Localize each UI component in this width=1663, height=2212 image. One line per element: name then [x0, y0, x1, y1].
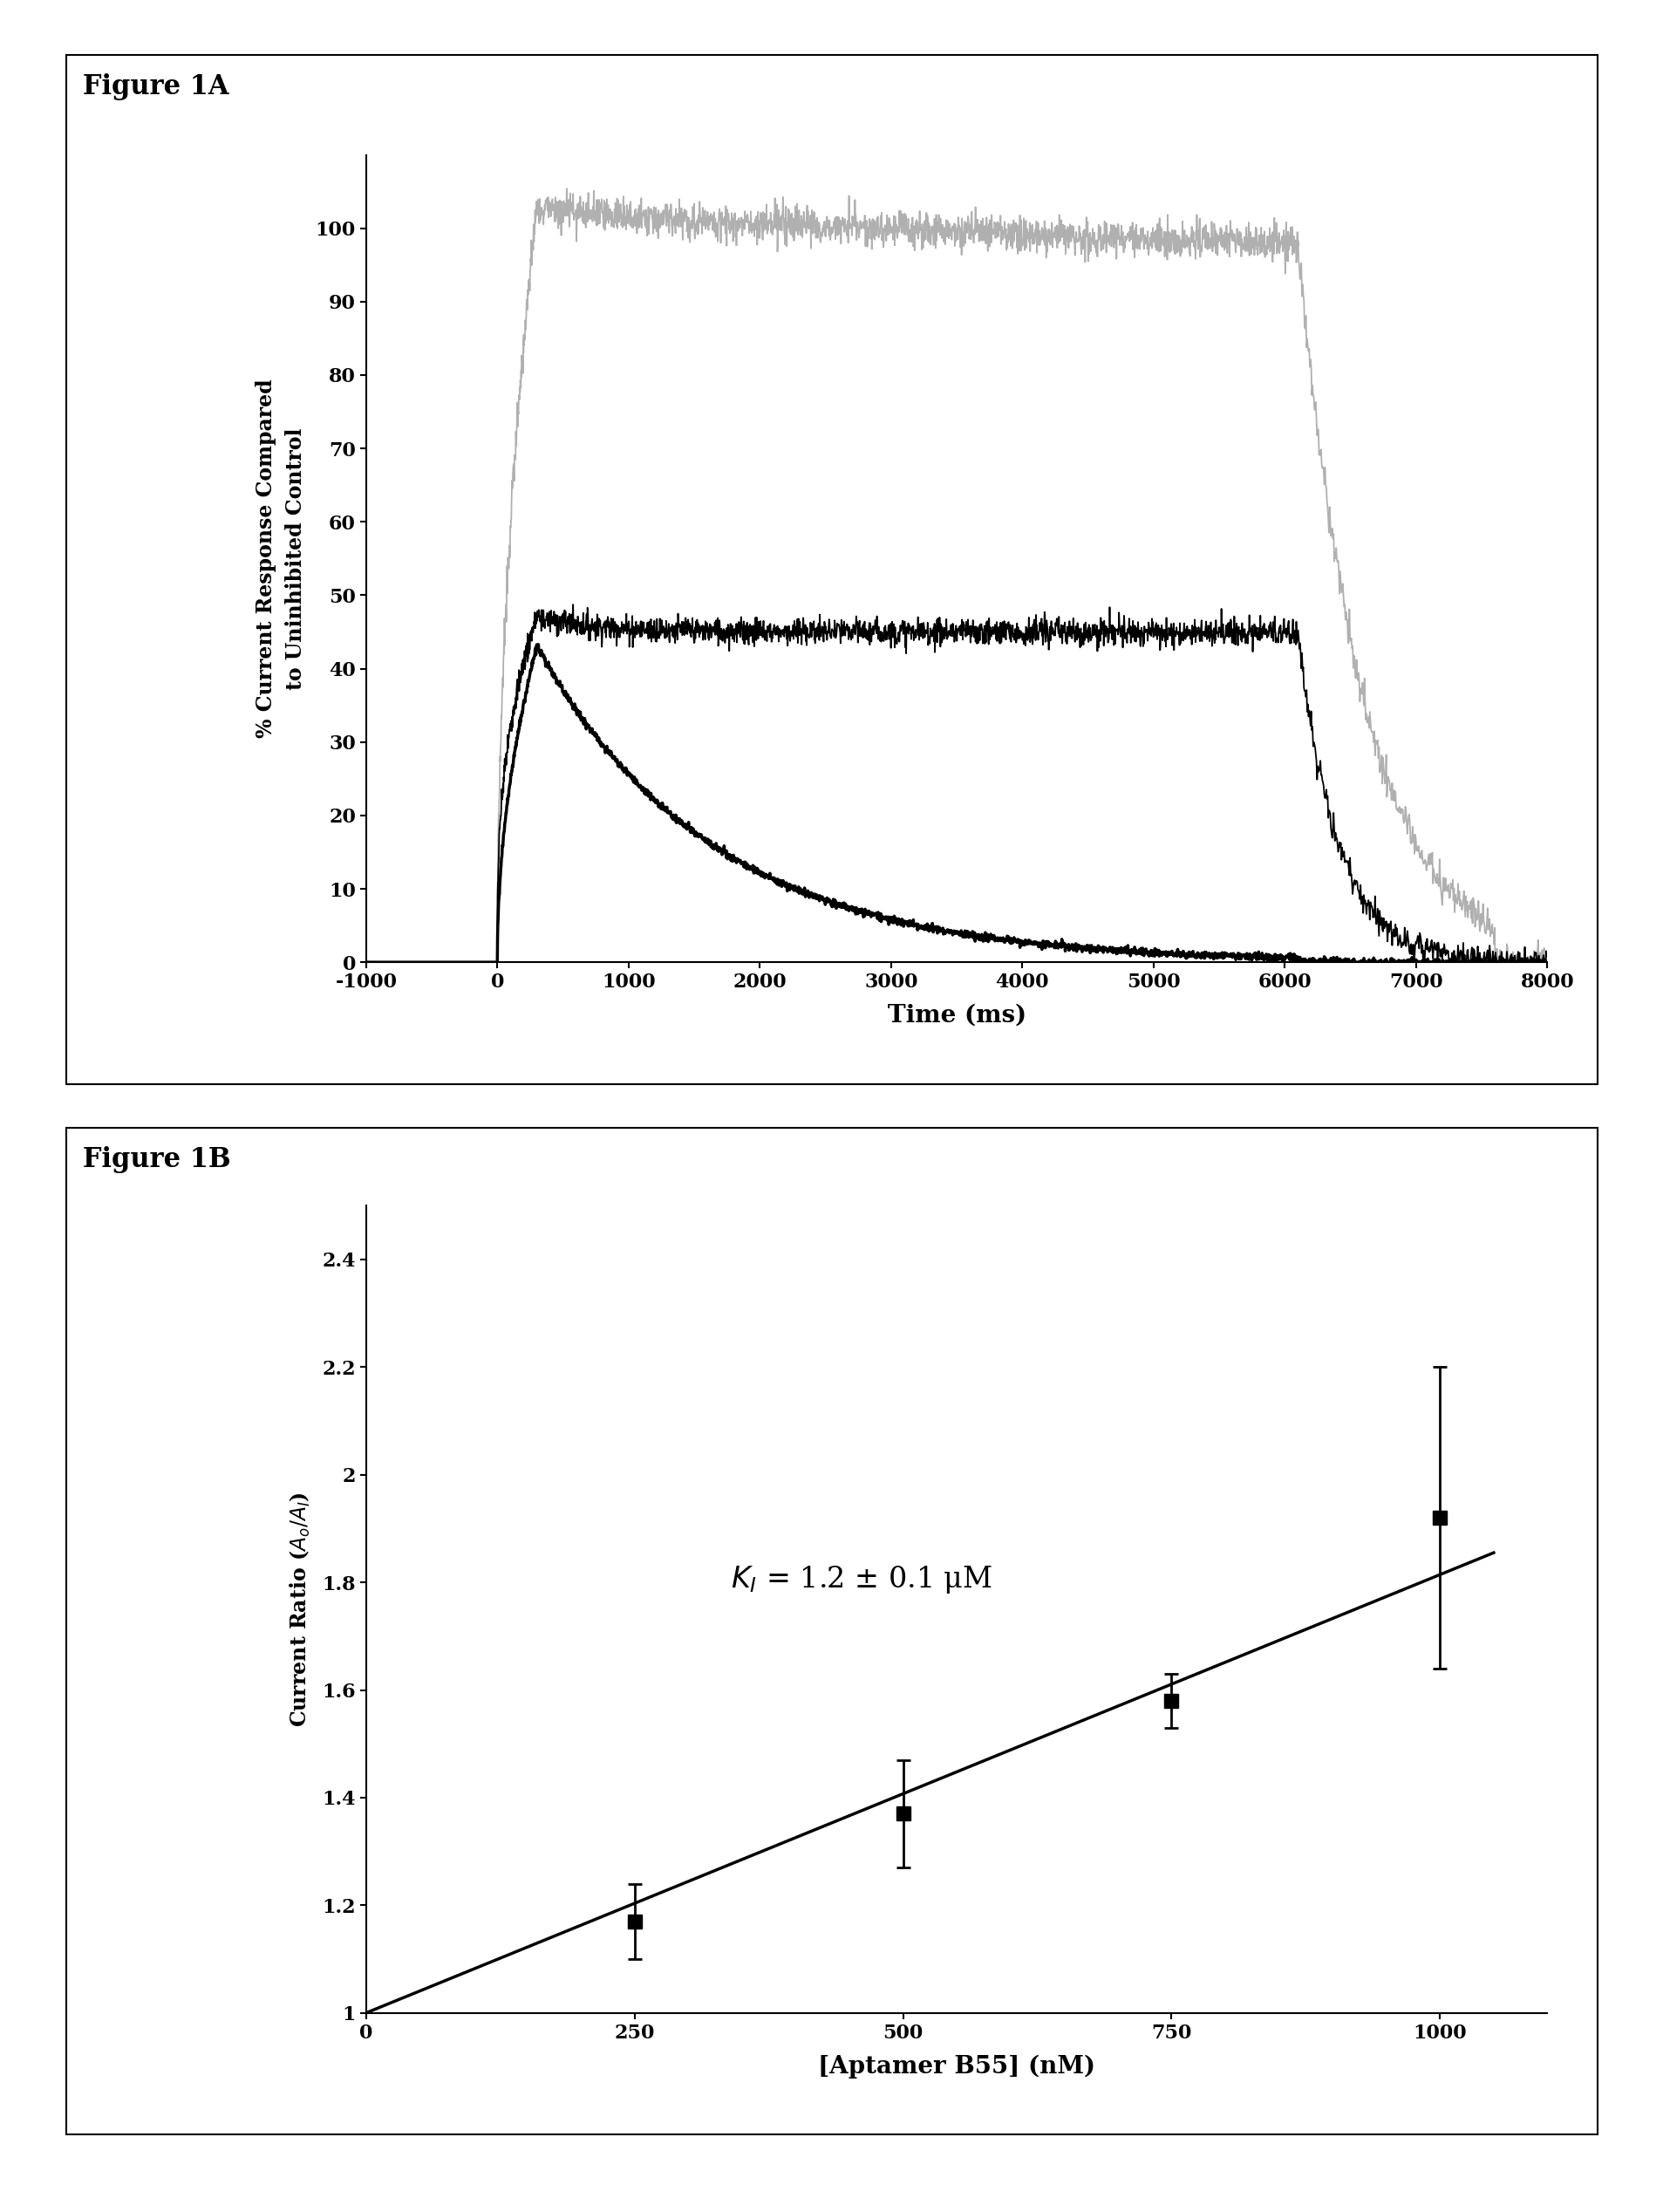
Text: Figure 1B: Figure 1B: [83, 1146, 231, 1172]
Y-axis label: Current Ratio ($\mathit{A_o/A_I}$): Current Ratio ($\mathit{A_o/A_I}$): [288, 1491, 313, 1728]
X-axis label: [Aptamer B55] (nM): [Aptamer B55] (nM): [818, 2055, 1094, 2079]
Y-axis label: % Current Response Compared
to Uninhibited Control: % Current Response Compared to Uninhibit…: [256, 378, 306, 739]
Text: Figure 1A: Figure 1A: [83, 73, 229, 100]
Text: $\mathit{K_I}$ = 1.2 ± 0.1 μM: $\mathit{K_I}$ = 1.2 ± 0.1 μM: [730, 1564, 993, 1595]
X-axis label: Time (ms): Time (ms): [886, 1004, 1026, 1026]
